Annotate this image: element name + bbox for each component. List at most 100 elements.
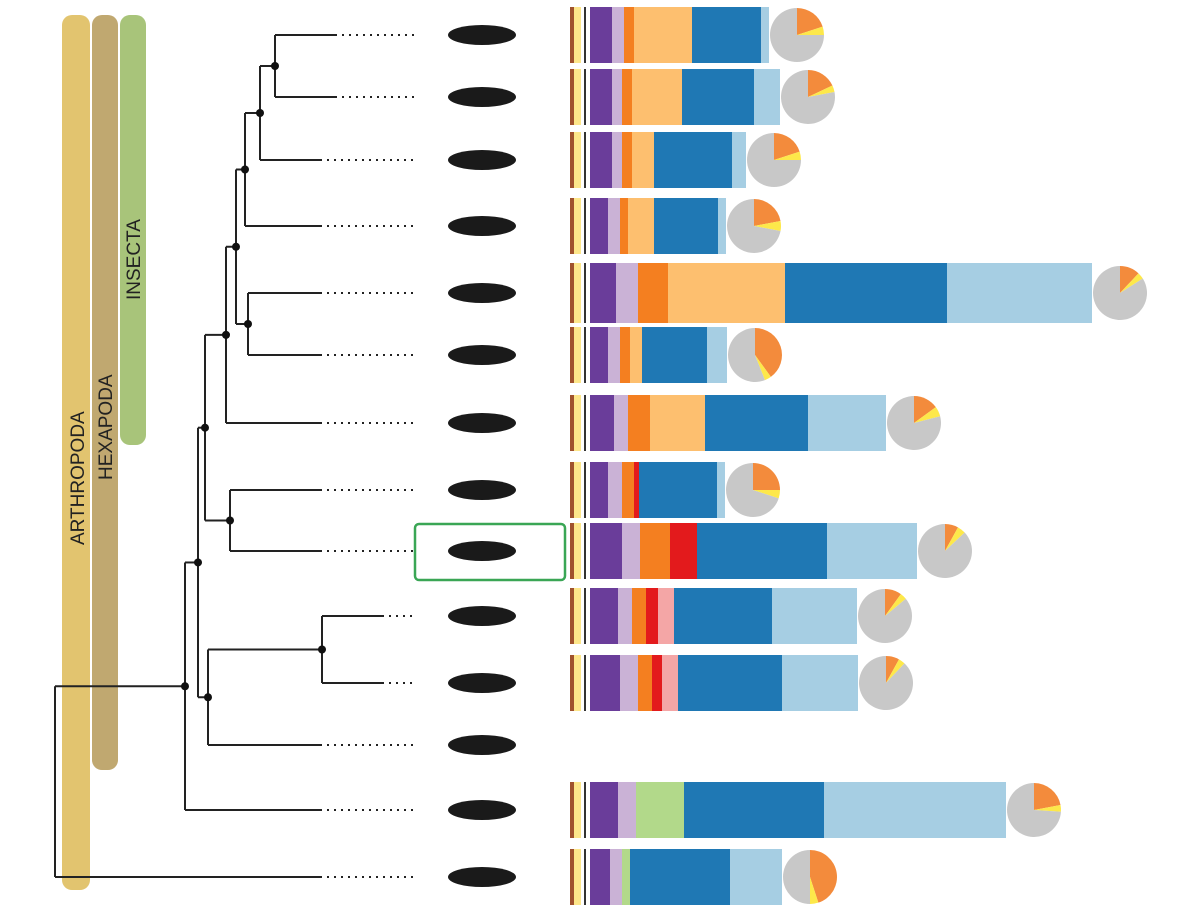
silhouette — [448, 735, 516, 755]
bar-segment — [608, 462, 622, 518]
bar-segment — [761, 7, 769, 63]
bar-segment — [590, 69, 612, 125]
bar-segment — [636, 782, 684, 838]
pie-slice — [859, 656, 913, 710]
bar-segment — [682, 69, 754, 125]
bar-segment — [730, 849, 782, 905]
bar-segment — [824, 782, 1006, 838]
bar-segment — [622, 132, 632, 188]
bar-segment — [628, 198, 654, 254]
pie-slice — [885, 594, 906, 616]
bar-strip — [570, 588, 574, 644]
pie-slice — [1034, 804, 1062, 812]
bar-segment — [630, 849, 730, 905]
tree-node — [201, 423, 209, 432]
bar-segment — [622, 523, 640, 579]
bar-strip — [570, 849, 574, 905]
bar-segment — [697, 523, 827, 579]
silhouette — [448, 867, 516, 887]
bar-strip — [584, 132, 586, 188]
pie-slice — [783, 850, 810, 904]
bar-segment — [705, 395, 808, 451]
bar-segment — [674, 588, 772, 644]
tree-node — [256, 109, 264, 117]
bar-segment — [590, 7, 612, 63]
bar-strip — [570, 655, 574, 711]
pie-slice — [747, 133, 801, 187]
bar-segment — [718, 198, 726, 254]
pie-slice — [727, 199, 781, 253]
bar-strip — [574, 132, 581, 188]
pie-slice — [754, 199, 781, 226]
silhouette — [448, 673, 516, 693]
bar-segment — [808, 395, 886, 451]
bar-segment — [616, 263, 638, 323]
bar-segment — [692, 7, 761, 63]
bar-strip — [584, 395, 586, 451]
tree-node — [244, 320, 252, 328]
bar-segment — [707, 327, 727, 383]
bar-strip — [574, 588, 581, 644]
bar-segment — [624, 7, 634, 63]
bar-strip — [584, 588, 586, 644]
bar-segment — [590, 198, 608, 254]
silhouette — [448, 283, 516, 303]
bar-strip — [574, 7, 581, 63]
bar-segment — [638, 263, 668, 323]
pie-slice — [885, 589, 901, 616]
pie-slice — [726, 463, 779, 517]
silhouette — [448, 541, 516, 561]
silhouette — [448, 216, 516, 236]
bar-segment — [590, 395, 614, 451]
bar-segment — [947, 263, 1092, 323]
bar-segment — [620, 198, 628, 254]
bar-strip — [584, 462, 586, 518]
tree-node — [271, 62, 279, 70]
pie-slice — [797, 26, 824, 35]
bar-segment — [646, 588, 658, 644]
tree-node — [226, 516, 234, 525]
bar-strip — [584, 849, 586, 905]
bar-strip — [574, 327, 581, 383]
bar-segment — [618, 782, 636, 838]
bar-strip — [570, 69, 574, 125]
clade-label: HEXAPODA — [96, 374, 117, 480]
bar-strip — [584, 523, 586, 579]
bar-segment — [590, 462, 608, 518]
bar-segment — [772, 588, 857, 644]
bar-strip — [584, 263, 586, 323]
bar-segment — [620, 327, 630, 383]
bar-segment — [632, 69, 682, 125]
silhouette — [448, 480, 516, 500]
pie-slice — [755, 328, 782, 377]
pie-slice — [753, 463, 780, 490]
bar-strip — [570, 327, 574, 383]
bar-strip — [574, 523, 581, 579]
bar-segment — [610, 849, 622, 905]
bar-segment — [654, 132, 732, 188]
bar-segment — [650, 395, 705, 451]
pie-slice — [754, 220, 781, 232]
pie-slice — [886, 656, 900, 683]
bar-segment — [590, 588, 618, 644]
silhouette — [448, 800, 516, 820]
pie-slice — [1007, 783, 1061, 837]
bar-segment — [782, 655, 858, 711]
silhouette — [448, 345, 516, 365]
bar-segment — [590, 849, 610, 905]
tree-node — [222, 330, 230, 339]
pie-slice — [1093, 266, 1147, 320]
silhouette — [448, 25, 516, 45]
pie-slice — [755, 355, 771, 381]
bar-strip — [574, 263, 581, 323]
tree-node — [241, 165, 249, 174]
bar-segment — [640, 523, 670, 579]
pie-slice — [1034, 783, 1061, 810]
pie-slice — [808, 70, 833, 97]
bar-strip — [570, 7, 574, 63]
bar-strip — [570, 263, 574, 323]
pie-slice — [887, 396, 941, 451]
bar-segment — [732, 132, 746, 188]
bar-segment — [618, 588, 632, 644]
bar-segment — [590, 327, 608, 383]
